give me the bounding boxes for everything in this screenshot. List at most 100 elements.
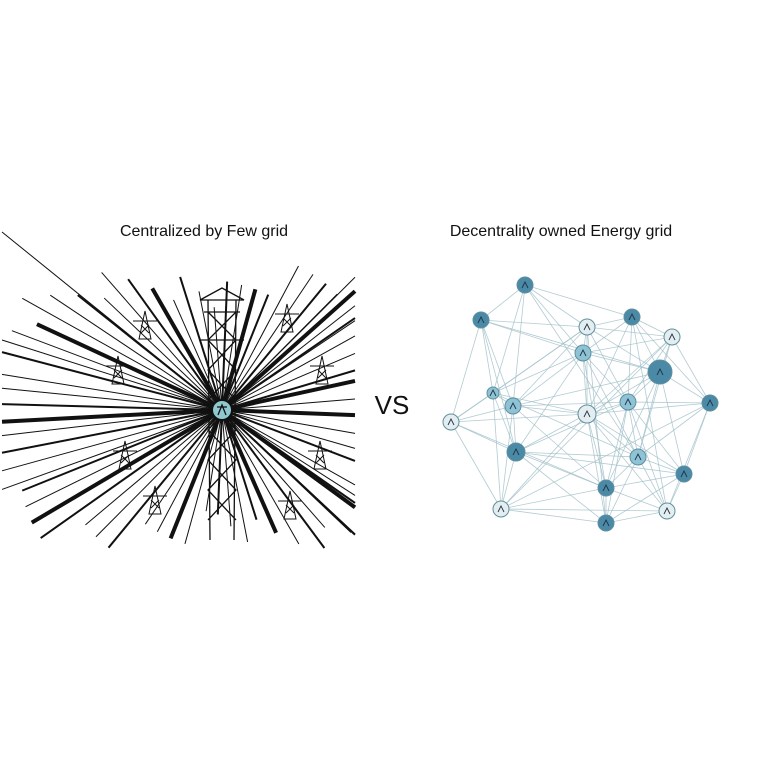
small-tower (275, 303, 299, 333)
power-line (220, 288, 258, 411)
link (515, 401, 629, 453)
link (512, 401, 629, 407)
link (500, 451, 517, 510)
link (512, 284, 526, 407)
link (627, 401, 639, 458)
node-icon (602, 518, 610, 527)
node (597, 514, 615, 532)
node (486, 386, 500, 400)
link (631, 316, 711, 404)
link (512, 405, 607, 489)
node (663, 328, 681, 346)
link (500, 508, 607, 524)
node-icon (489, 388, 497, 397)
link (492, 392, 517, 453)
power-line (95, 409, 223, 538)
power-line (1, 409, 223, 490)
node-icon (447, 417, 455, 426)
power-line (221, 281, 229, 411)
power-line (220, 409, 278, 534)
power-line (221, 409, 356, 449)
power-line (1, 408, 223, 424)
power-line (1, 387, 223, 411)
node-icon (512, 447, 520, 456)
node (442, 413, 460, 431)
link (500, 487, 607, 510)
link (586, 413, 607, 524)
link (500, 508, 668, 512)
node (623, 308, 641, 326)
link (582, 336, 673, 354)
node (504, 397, 522, 415)
power-line (221, 409, 352, 533)
vs-label: VS (375, 390, 410, 420)
link (515, 451, 607, 524)
link (450, 319, 482, 423)
power-line (220, 408, 357, 509)
link (637, 336, 673, 458)
power-line (179, 276, 223, 411)
power-line (221, 409, 356, 434)
link (582, 316, 633, 354)
node (506, 442, 526, 462)
link (671, 336, 711, 404)
link (450, 405, 514, 423)
power-line (85, 409, 223, 526)
link (666, 402, 711, 512)
link (627, 401, 685, 475)
link (480, 319, 661, 373)
link (605, 510, 668, 524)
power-line (21, 409, 223, 492)
node-icon (509, 401, 517, 410)
small-tower (143, 485, 167, 515)
link (524, 284, 588, 328)
link (450, 421, 502, 510)
node (472, 311, 490, 329)
power-line (101, 272, 223, 411)
node-icon (583, 322, 591, 331)
node (577, 404, 597, 424)
small-tower (310, 355, 334, 385)
link (605, 487, 668, 512)
link (515, 413, 588, 453)
link (524, 284, 584, 354)
small-tower (106, 355, 130, 385)
link (480, 284, 526, 321)
link (450, 413, 588, 423)
node (675, 465, 693, 483)
link (627, 316, 633, 403)
power-line (221, 409, 326, 528)
hub (211, 399, 233, 421)
power-line (221, 409, 258, 520)
power-line (221, 335, 356, 411)
link (637, 456, 668, 512)
node-icon (477, 315, 485, 324)
power-line (221, 408, 356, 418)
power-line (1, 409, 223, 454)
small-tower (113, 440, 137, 470)
node-icon (579, 348, 587, 357)
link (605, 456, 639, 524)
link (515, 451, 607, 489)
node (574, 344, 592, 362)
power-line (22, 297, 223, 411)
small-tower (278, 490, 302, 520)
node-icon (706, 398, 714, 407)
link (492, 392, 588, 415)
power-line (221, 398, 356, 411)
power-line (36, 322, 223, 412)
decentralized-grid (442, 276, 719, 532)
link (480, 319, 588, 328)
power-line (205, 409, 223, 512)
tower (199, 287, 245, 541)
link (586, 326, 673, 338)
power-line (150, 287, 224, 411)
link (500, 405, 514, 510)
link (605, 473, 685, 489)
power-line (184, 409, 223, 545)
link (627, 401, 711, 404)
node-icon (521, 280, 529, 289)
link (515, 451, 639, 458)
